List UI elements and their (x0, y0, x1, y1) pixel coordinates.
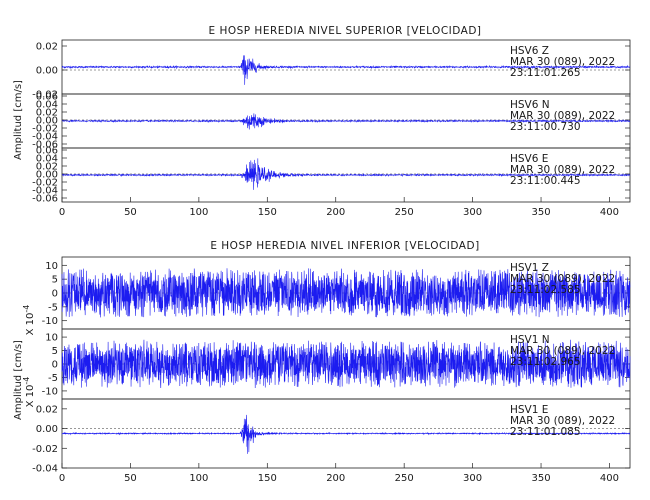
trace-hsv6-z (61, 55, 631, 85)
figure-inferior: E HOSP HEREDIA NIVEL INFERIOR [VELOCIDAD… (13, 240, 631, 484)
y-tick-label: -10 (42, 386, 58, 397)
y-tick-label: 10 (45, 261, 58, 272)
station-info-2: 23:11:01.085 (510, 426, 581, 438)
y-tick-label: 0.02 (36, 162, 58, 173)
y-tick-label: -0.02 (32, 444, 58, 455)
figure-superior: E HOSP HEREDIA NIVEL SUPERIOR [VELOCIDAD… (13, 25, 631, 218)
y-tick-label: -0.02 (32, 124, 58, 135)
station-info-1: MAR 30 (089), 2022 (510, 56, 615, 68)
station-info-0: HSV6 N (510, 99, 550, 111)
station-info-1: MAR 30 (089), 2022 (510, 164, 615, 176)
y-scale-label-inferior-2: X 10-4 (22, 377, 36, 408)
y-tick-label: 0 (52, 289, 58, 300)
x-tick-label: 50 (124, 207, 137, 218)
station-info-0: HSV6 Z (510, 45, 549, 57)
x-tick-label: 250 (395, 207, 414, 218)
x-tick-label: 0 (59, 473, 65, 484)
x-tick-label: 300 (463, 207, 482, 218)
station-info-0: HSV1 E (510, 404, 548, 416)
y-tick-label: 0 (52, 360, 58, 371)
station-info-1: MAR 30 (089), 2022 (510, 345, 615, 357)
y-tick-label: -0.06 (32, 194, 58, 205)
y-tick-label: 0.00 (36, 170, 58, 181)
y-tick-label: -0.02 (32, 178, 58, 189)
x-tick-label: 150 (258, 207, 277, 218)
chart-title-inferior: E HOSP HEREDIA NIVEL INFERIOR [VELOCIDAD… (210, 240, 479, 252)
y-tick-label: 0.02 (36, 108, 58, 119)
station-info-2: 23:11:01.265 (510, 67, 581, 79)
y-tick-label: 0.04 (36, 154, 58, 165)
x-tick-label: 350 (531, 473, 550, 484)
y-tick-label: -5 (48, 373, 58, 384)
x-tick-label: 350 (531, 207, 550, 218)
y-tick-label: 0.06 (36, 92, 58, 103)
x-tick-label: 0 (59, 207, 65, 218)
y-tick-label: 0.06 (36, 146, 58, 157)
x-tick-label: 50 (124, 473, 137, 484)
station-info-2: 23:11:00.445 (510, 175, 581, 187)
trace-hsv6-e (61, 158, 631, 190)
y-axis-label-superior: Amplitud [cm/s] (13, 80, 24, 160)
y-tick-label: -0.04 (32, 464, 58, 475)
panel-frame (61, 398, 631, 469)
x-tick-label: 400 (600, 207, 619, 218)
trace-hsv1-e (61, 414, 631, 454)
x-tick-label: 300 (463, 473, 482, 484)
station-info-0: HSV1 N (510, 334, 550, 346)
x-tick-label: 400 (600, 473, 619, 484)
station-info-2: 23:11:02.965 (510, 356, 581, 368)
trace-hsv1-z (61, 268, 631, 318)
trace-hsv6-n (61, 113, 631, 130)
x-tick-label: 100 (189, 207, 208, 218)
y-tick-label: 0.00 (36, 66, 58, 77)
y-tick-label: 0.02 (36, 42, 58, 53)
station-info-0: HSV6 E (510, 153, 548, 165)
y-axis-label-inferior: Amplitud [cm/s] (13, 340, 24, 420)
station-info-1: MAR 30 (089), 2022 (510, 110, 615, 122)
trace-hsv1-n (61, 339, 631, 388)
x-tick-label: 100 (189, 473, 208, 484)
y-tick-label: 10 (45, 333, 58, 344)
y-tick-label: -5 (48, 302, 58, 313)
station-info-1: MAR 30 (089), 2022 (510, 273, 615, 285)
y-tick-label: 0.04 (36, 100, 58, 111)
y-tick-label: -0.04 (32, 186, 58, 197)
y-tick-label: 0.02 (36, 404, 58, 415)
x-tick-label: 200 (326, 207, 345, 218)
chart-title-superior: E HOSP HEREDIA NIVEL SUPERIOR [VELOCIDAD… (208, 25, 481, 37)
station-info-1: MAR 30 (089), 2022 (510, 415, 615, 427)
y-tick-label: -10 (42, 316, 58, 327)
x-tick-label: 150 (258, 473, 277, 484)
x-tick-label: 250 (395, 473, 414, 484)
y-tick-label: 0.00 (36, 424, 58, 435)
station-info-2: 23:11:02.585 (510, 284, 581, 296)
y-tick-label: 0.00 (36, 116, 58, 127)
x-tick-label: 200 (326, 473, 345, 484)
station-info-2: 23:11:00.730 (510, 121, 581, 133)
y-tick-label: -0.06 (32, 140, 58, 151)
station-info-0: HSV1 Z (510, 262, 549, 274)
y-tick-label: -0.02 (32, 90, 58, 101)
y-tick-label: 5 (52, 275, 58, 286)
y-tick-label: 5 (52, 346, 58, 357)
y-tick-label: -0.04 (32, 132, 58, 143)
y-scale-label-inferior: X 10-4 (22, 305, 36, 336)
